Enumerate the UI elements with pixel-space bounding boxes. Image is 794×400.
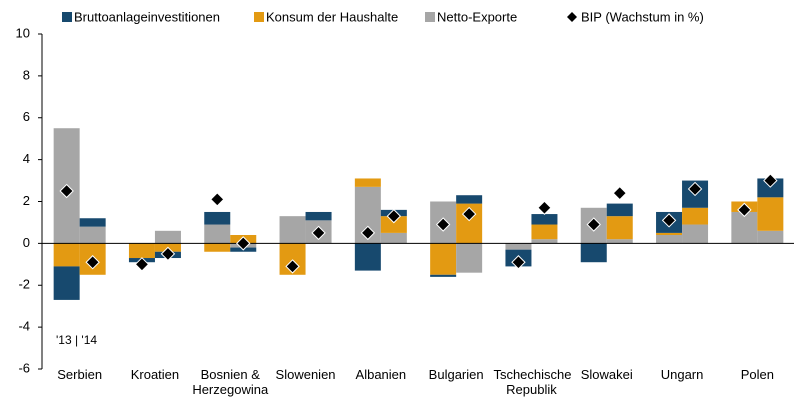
gdp-marker [160,246,176,262]
legend-swatch [254,12,264,22]
annotation: '13 | '14 [56,333,97,347]
legend-swatch [62,12,72,22]
gdp-marker [661,213,677,228]
bar-segment [354,243,381,271]
gdp-marker [511,255,526,270]
gdp-marker [612,185,627,201]
gdp-marker [210,192,225,207]
bar-segment [505,243,532,250]
gdp-marker [311,225,326,241]
bar-segment [606,203,633,217]
x-tick-label: Albanien [355,367,407,382]
bar-segment [656,235,683,244]
bar-segment [204,224,231,244]
gdp-marker [586,217,601,232]
bar-segment [757,230,784,244]
bar-segment [682,224,709,244]
gdp-marker [435,217,451,232]
bar-segment [682,207,709,225]
y-tick-label: 10 [16,25,30,40]
bar-segment [430,274,457,277]
x-tick-label: Bulgarien [428,367,484,382]
bar-segment [204,243,231,252]
gdp-marker [236,236,251,251]
bar-segment [53,266,80,300]
x-tick-label: Slowenien [275,367,336,382]
legend-label: Bruttoanlageinvestitionen [74,9,220,24]
gdp-marker [737,202,752,218]
bar-segment [279,216,306,244]
bar-segment [731,211,758,244]
bar-segment [606,216,633,240]
y-tick-label: 8 [23,67,30,82]
x-tick-label: Ungarn [660,367,704,382]
y-tick-label: -4 [18,319,30,334]
y-tick-label: 2 [23,193,30,208]
bar-segment [430,243,457,275]
y-tick-label: -2 [18,277,30,292]
bar-segment [456,195,483,204]
bar-segment [531,239,558,244]
bar-segment [154,230,181,244]
bar-segment [757,178,784,198]
gdp-marker [134,257,150,272]
gdp-marker [85,255,100,270]
y-tick-label: 0 [23,235,30,250]
gdp-marker [59,183,74,199]
bar-segment [606,239,633,244]
x-tick-label: Serbien [57,367,103,382]
x-tick-label: Bosnien & Herzegowina [192,367,269,397]
gdp-marker [360,225,376,241]
bar-segment [53,243,80,267]
bar-segment [128,243,155,259]
bar-segment [580,243,607,263]
bar-segment [79,218,106,227]
bar-segment [656,232,683,235]
bar-segment [79,226,106,244]
bar-segment [456,243,483,273]
x-tick-label: Tschechische Republik [493,367,572,397]
bar-segment [305,211,332,221]
gdp-marker [285,259,300,274]
bar-segment [204,211,231,225]
x-tick-label: Slowakei [580,367,633,382]
x-tick-label: Kroatien [130,367,180,382]
bar-segment [380,232,407,244]
y-tick-label: 4 [23,151,30,166]
y-tick-label: -6 [18,360,30,375]
bar-segment [531,214,558,225]
gdp-marker [537,200,552,215]
gdp-marker [763,173,778,188]
y-tick-label: 6 [23,109,30,124]
bar-segment [531,224,558,240]
legend-marker [567,12,577,22]
legend-swatch [425,12,435,22]
x-tick-label: Polen [740,367,774,382]
legend-label: Konsum der Haushalte [266,9,398,24]
legend-label: BIP (Wachstum in %) [581,9,704,24]
bar-segment [757,197,784,231]
gdp-marker [687,181,703,197]
bar-segment [380,216,407,233]
gdp-marker [386,208,402,224]
legend-label: Netto-Exporte [437,9,517,24]
bar-segment [354,178,381,187]
gdp-marker [461,206,477,222]
